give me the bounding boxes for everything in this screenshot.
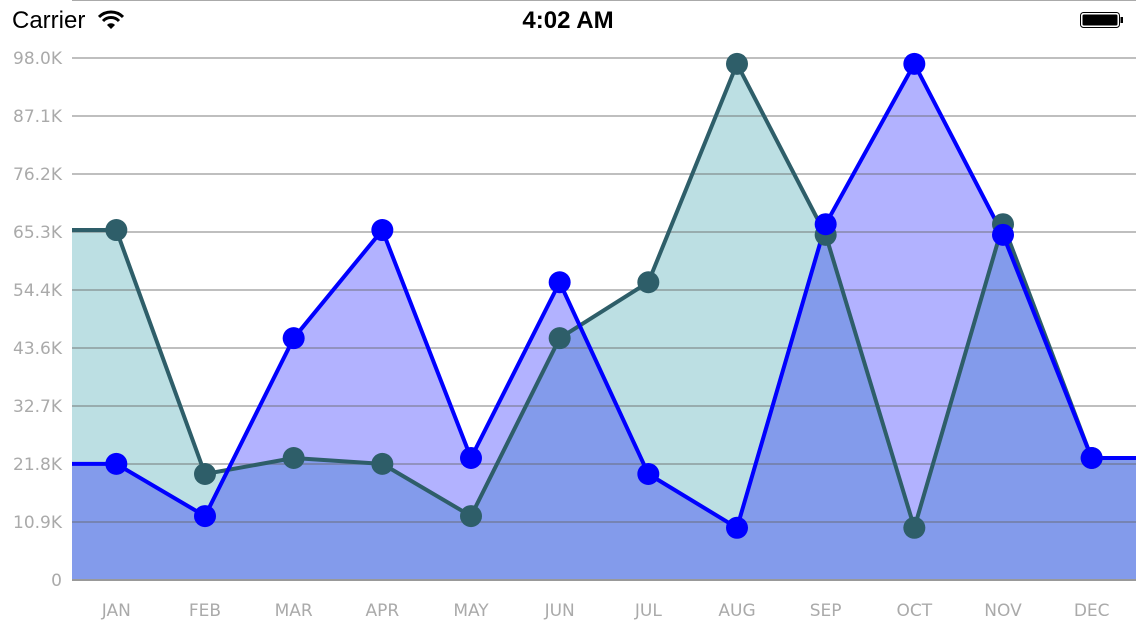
x-tick-label: APR — [365, 601, 399, 621]
x-tick-label: NOV — [984, 601, 1022, 621]
series-1-point — [105, 219, 128, 242]
series-1-point — [460, 505, 482, 528]
series-1-point — [282, 447, 305, 470]
y-tick-label: 0 — [51, 571, 62, 591]
top-divider — [72, 0, 1136, 1]
series-2-point — [1080, 447, 1103, 470]
series-2-point — [726, 516, 748, 539]
series-2-point — [637, 463, 660, 486]
y-tick-label: 32.7K — [13, 397, 63, 417]
wifi-icon — [98, 10, 124, 29]
series-2-area — [72, 63, 1136, 580]
series-2-point — [105, 452, 128, 475]
series-2-point — [371, 219, 394, 242]
series-2-point — [194, 505, 216, 528]
y-tick-label: 87.1K — [13, 107, 63, 127]
x-tick-label: AUG — [718, 601, 755, 621]
x-tick-label: MAR — [275, 601, 313, 621]
battery-icon — [1080, 12, 1123, 28]
x-tick-label: OCT — [897, 601, 933, 621]
series-1-point — [371, 452, 394, 475]
y-tick-label: 21.8K — [13, 455, 63, 475]
x-tick-label: SEP — [810, 601, 842, 621]
series-1-area — [72, 63, 1136, 580]
x-tick-label: JUN — [544, 601, 575, 621]
series-1-line — [72, 61, 1136, 530]
series-1-point — [548, 327, 571, 350]
series-2-point — [282, 327, 305, 350]
series-2-point — [992, 223, 1014, 246]
series-1-point — [194, 463, 216, 486]
series-1-point — [903, 516, 926, 539]
series-2-line — [72, 61, 1136, 530]
y-tick-label: 10.9K — [13, 513, 63, 533]
y-tick-label: 65.3K — [13, 223, 63, 243]
series-2-point — [460, 447, 482, 470]
y-tick-label: 98.0K — [13, 49, 63, 69]
series-2-point — [548, 271, 571, 294]
carrier-label: Carrier — [12, 7, 86, 34]
series-1-point — [637, 271, 660, 294]
y-tick-label: 43.6K — [13, 339, 63, 359]
y-tick-label: 76.2K — [13, 165, 63, 185]
series-2-point — [903, 52, 926, 75]
series-2-point — [814, 213, 837, 236]
series-1-point — [726, 52, 748, 75]
y-tick-label: 54.4K — [13, 281, 63, 301]
x-tick-label: MAY — [453, 601, 489, 621]
x-tick-label: JAN — [101, 601, 131, 621]
x-tick-label: FEB — [189, 601, 221, 621]
x-tick-label: JUL — [634, 601, 662, 621]
x-tick-label: DEC — [1074, 601, 1110, 621]
